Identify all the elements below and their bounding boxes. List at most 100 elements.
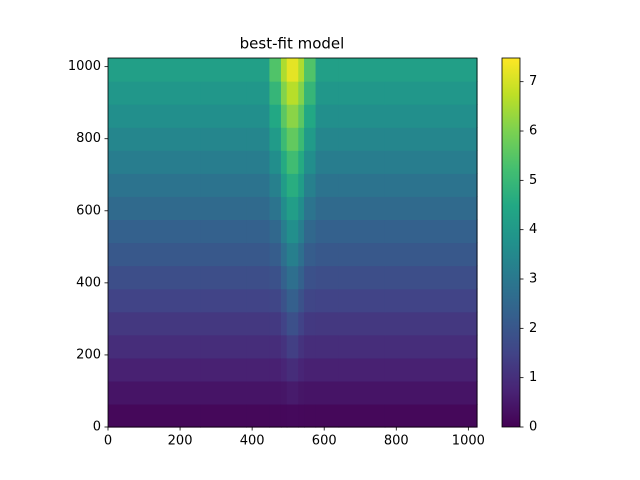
cell [315, 196, 340, 221]
cell [384, 242, 478, 267]
cell [108, 403, 201, 428]
cell [246, 265, 271, 290]
cell [246, 357, 271, 382]
cell [108, 58, 201, 82]
cell [298, 150, 305, 174]
cell [338, 104, 386, 128]
heatmap [108, 58, 478, 428]
cell [200, 81, 247, 105]
cell [338, 288, 386, 313]
x-tick-label: 200 [168, 434, 193, 449]
colorbar-tick-label: 2 [529, 321, 537, 336]
cell [246, 403, 271, 428]
cell [200, 104, 247, 128]
cell [338, 219, 386, 244]
cell [338, 81, 386, 105]
cell [384, 58, 478, 82]
cell [286, 265, 299, 290]
cell [315, 357, 340, 382]
axes: 0 200 400 600 800 1000 0 200 400 600 800 1000 0 1 2 3 4 5… [68, 57, 537, 449]
cell [298, 265, 305, 290]
cell [315, 219, 340, 244]
cell [269, 173, 282, 197]
colorbar-tick-label: 5 [529, 173, 537, 188]
cell [338, 196, 386, 221]
cell [108, 288, 201, 313]
cell [246, 173, 271, 197]
cell [315, 334, 340, 359]
cell [298, 311, 305, 336]
colorbar-tick-label: 7 [529, 74, 537, 89]
plot-frame [107, 57, 478, 428]
cell [246, 311, 271, 336]
cell [298, 380, 305, 405]
cell [338, 242, 386, 267]
cell [108, 357, 201, 382]
cell [200, 357, 247, 382]
cell [286, 380, 299, 405]
x-tick-label: 0 [104, 434, 112, 449]
cell [338, 357, 386, 382]
y-tick-label: 0 [93, 420, 101, 435]
cell [269, 127, 282, 151]
cell [338, 265, 386, 290]
cell [304, 150, 317, 174]
cell [108, 265, 201, 290]
cell [304, 219, 317, 244]
cell [286, 357, 299, 382]
cell [304, 173, 317, 197]
y-tick-label: 1000 [68, 59, 101, 74]
cell [304, 242, 317, 267]
cell [200, 196, 247, 221]
cell [304, 265, 317, 290]
cell [280, 127, 288, 151]
cell [246, 380, 271, 405]
cell [200, 403, 247, 428]
cell [269, 265, 282, 290]
cell [298, 242, 305, 267]
cell [298, 219, 305, 244]
cell [200, 242, 247, 267]
cell [280, 81, 288, 105]
cell [269, 242, 282, 267]
cell [315, 104, 340, 128]
cell [315, 127, 340, 151]
y-tick-label: 200 [76, 347, 101, 362]
x-tick-label: 1000 [452, 434, 485, 449]
cell [200, 219, 247, 244]
cell [304, 58, 317, 82]
cell [108, 311, 201, 336]
colorbar [501, 57, 521, 428]
cell [200, 127, 247, 151]
cell [246, 196, 271, 221]
cell [269, 288, 282, 313]
colorbar-tick-label: 0 [529, 420, 537, 435]
cell [384, 265, 478, 290]
cell [108, 380, 201, 405]
cell [280, 173, 288, 197]
cell [338, 403, 386, 428]
colorbar-tick-label: 6 [529, 124, 537, 139]
cell [384, 104, 478, 128]
cell [200, 288, 247, 313]
cell [384, 127, 478, 151]
cell [246, 81, 271, 105]
cell [384, 311, 478, 336]
cell [246, 104, 271, 128]
cell [108, 127, 201, 151]
y-tick-label: 400 [76, 275, 101, 290]
cell [246, 219, 271, 244]
cell [384, 334, 478, 359]
cell [200, 265, 247, 290]
cell [108, 219, 201, 244]
cell [280, 380, 288, 405]
cell [280, 58, 288, 82]
cell [338, 127, 386, 151]
cell [298, 288, 305, 313]
cell [298, 334, 305, 359]
cell [246, 334, 271, 359]
colorbar-tick-label: 3 [529, 272, 537, 287]
x-tick-label: 600 [312, 434, 337, 449]
cell [286, 311, 299, 336]
cell [280, 196, 288, 221]
